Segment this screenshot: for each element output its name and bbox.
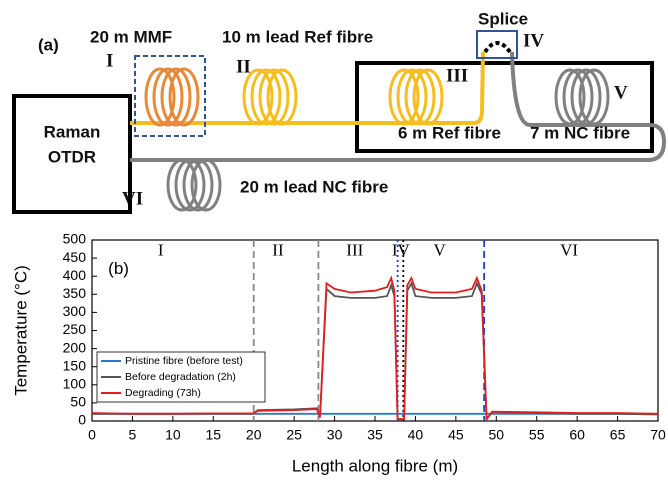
annotation: IV xyxy=(392,240,411,259)
x-tick-label: 5 xyxy=(129,427,137,443)
label: Raman xyxy=(44,122,101,141)
chart: 0 5 10 15 20 25 30 35 40 45 50 55 60 65 70 0 50 100 150 200… xyxy=(11,231,666,476)
y-tick-label: 250 xyxy=(63,321,87,337)
x-tick-label: 35 xyxy=(367,427,383,443)
x-tick-label: 20 xyxy=(246,427,262,443)
y-tick-label: 0 xyxy=(78,412,86,428)
x-tick-label: 65 xyxy=(610,427,626,443)
section: I xyxy=(106,50,113,71)
legend-box xyxy=(96,351,266,403)
nc-fibre xyxy=(130,51,667,162)
annotation: (b) xyxy=(108,259,129,278)
x-tick-label: 25 xyxy=(286,427,302,443)
annotation: III xyxy=(346,240,363,259)
ref-fibre xyxy=(130,51,485,125)
annotation: II xyxy=(272,240,284,259)
oven-box xyxy=(355,61,654,153)
x-tick-label: 70 xyxy=(650,427,666,443)
y-tick-label: 200 xyxy=(63,339,87,355)
legend-label: Pristine fibre (before test) xyxy=(125,355,243,367)
label: 6 m Ref fibre xyxy=(398,123,501,142)
splice-mark xyxy=(483,41,512,54)
otdr-box xyxy=(12,94,132,214)
y-tick-label: 150 xyxy=(63,357,87,373)
mmf-box xyxy=(134,55,206,137)
x-tick-label: 30 xyxy=(327,427,343,443)
x-tick-label: 15 xyxy=(205,427,221,443)
section: VI xyxy=(122,188,143,209)
section: IV xyxy=(523,30,544,51)
y-tick-label: 100 xyxy=(63,376,87,392)
x-tick-label: 10 xyxy=(165,427,181,443)
y-tick-label: 50 xyxy=(70,394,86,410)
label: 20 m MMF xyxy=(90,27,172,46)
annotation: V xyxy=(434,240,447,259)
x-tick-label: 45 xyxy=(448,427,464,443)
label: 10 m lead Ref fibre xyxy=(222,27,373,46)
section: III xyxy=(446,65,468,86)
section: II xyxy=(236,56,251,77)
x-tick-label: 0 xyxy=(88,427,96,443)
x-tick-label: 50 xyxy=(488,427,504,443)
legend-label: Degrading (73h) xyxy=(125,387,201,399)
legend-label: Before degradation (2h) xyxy=(125,371,236,383)
label: 7 m NC fibre xyxy=(530,123,630,142)
y-tick-label: 300 xyxy=(63,303,87,319)
setup-diagram: (a) 20 m MMF 10 m lead Ref fibre Splice … xyxy=(12,9,667,214)
coils xyxy=(144,67,610,212)
label: 20 m lead NC fibre xyxy=(240,177,388,196)
x-tick-label: 55 xyxy=(529,427,545,443)
y-tick-label: 350 xyxy=(63,285,87,301)
annotation: I xyxy=(158,240,164,259)
panel-label: (a) xyxy=(38,35,59,54)
y-tick-label: 400 xyxy=(63,267,87,283)
splice-box xyxy=(476,30,518,59)
y-axis-label: Temperature (°C) xyxy=(11,265,30,396)
series-line xyxy=(91,275,659,422)
x-tick-label: 60 xyxy=(569,427,585,443)
label: OTDR xyxy=(48,147,96,166)
section: V xyxy=(614,82,628,103)
y-tick-label: 450 xyxy=(63,249,87,265)
label: Splice xyxy=(478,9,528,28)
annotation: VI xyxy=(560,240,578,259)
y-tick-label: 500 xyxy=(63,231,87,247)
x-tick-label: 40 xyxy=(408,427,424,443)
x-axis-label: Length along fibre (m) xyxy=(292,456,458,475)
